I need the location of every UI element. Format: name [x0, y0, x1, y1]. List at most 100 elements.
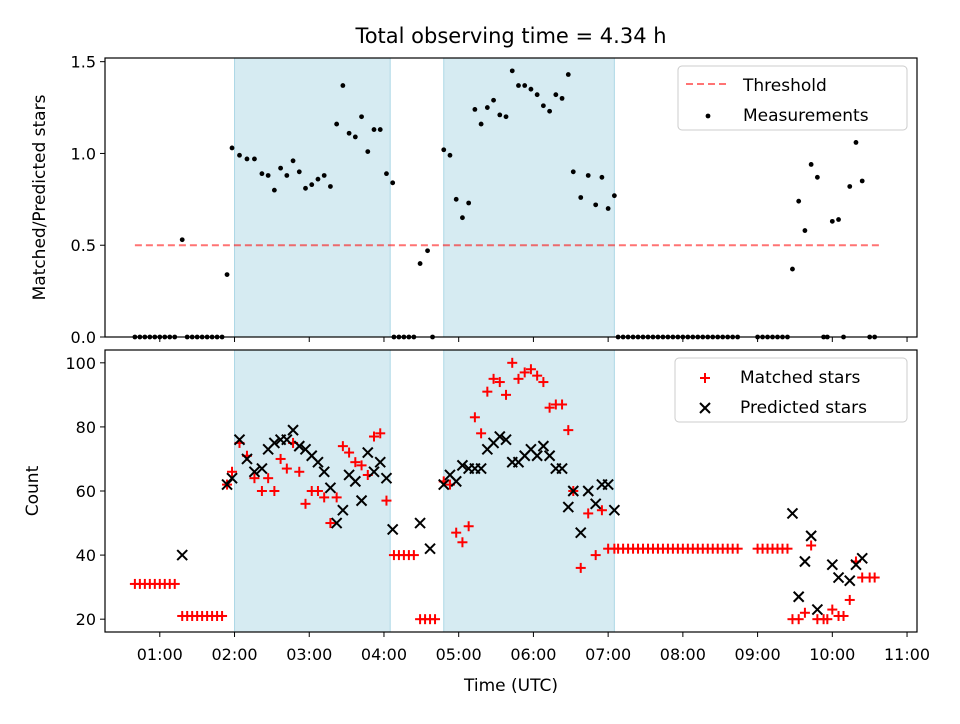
predicted-star-point: [221, 478, 233, 491]
x-stroke: [318, 466, 330, 478]
predicted-star-point: [337, 504, 349, 516]
predicted-star-point: [324, 482, 337, 494]
x-stroke: [221, 478, 233, 491]
matched-star-point: [269, 486, 280, 496]
x-stroke: [268, 437, 281, 449]
matched-star-point: [263, 473, 274, 484]
measurement-point: [790, 266, 795, 272]
measurement-point: [484, 105, 490, 110]
x-tick-label: 11:00: [884, 645, 930, 664]
predicted-star-point: [500, 434, 512, 446]
measurement-point: [836, 217, 841, 222]
predicted-star-point: [456, 459, 469, 472]
bottom-panel-counts: 20 40 60 80 100 01:00 02:00 03:00 04:00 05:00 06:0…: [23, 349, 930, 696]
matched-star-point: [294, 466, 305, 477]
predicted-star-point: [844, 575, 856, 587]
measurement-point: [265, 173, 271, 178]
matched-star-point: [227, 466, 238, 477]
measurement-point: [237, 152, 242, 158]
matched-star-point: [732, 543, 743, 554]
measurement-point: [516, 83, 521, 88]
matched-star-point: [563, 425, 574, 436]
x-stroke: [355, 494, 368, 507]
x-stroke: [856, 552, 868, 565]
measurement-point: [829, 218, 835, 224]
matched-star-point: [488, 373, 499, 384]
predicted-star-point: [330, 517, 343, 529]
matched-star-point: [169, 578, 180, 589]
x-stroke: [582, 485, 594, 497]
x-tick-label: 10:00: [809, 645, 855, 664]
measurement-point: [472, 106, 478, 112]
measurement-point: [570, 169, 576, 175]
predicted-star-point: [248, 466, 261, 478]
predicted-star-point: [575, 526, 587, 539]
x-stroke: [287, 424, 299, 436]
x-tick-label: 03:00: [286, 645, 332, 664]
matched-star-point: [356, 460, 367, 471]
measurement-point: [321, 173, 327, 178]
x-stroke: [312, 456, 324, 468]
measurement-point: [585, 173, 591, 178]
x-stroke: [293, 440, 305, 452]
predicted-star-point: [268, 437, 281, 449]
matched-star-point: [782, 543, 793, 554]
matched-star-point: [513, 373, 524, 384]
measurement-point: [466, 200, 472, 206]
matched-star-point: [331, 492, 342, 503]
matched-star-point: [300, 498, 311, 509]
x-stroke: [602, 478, 614, 491]
measurement-point: [352, 134, 358, 140]
measurement-point: [522, 83, 528, 88]
measurement-point: [605, 206, 611, 211]
matched-star-point: [793, 614, 804, 625]
predicted-star-point: [786, 507, 799, 520]
y-axis-label: Matched/Predicted stars: [30, 94, 50, 300]
measurement-point: [534, 92, 540, 98]
measurement-point: [290, 158, 296, 164]
predicted-star-point: [602, 478, 614, 491]
matched-star-point: [583, 508, 594, 519]
x-stroke: [826, 558, 839, 571]
measurement-point: [491, 97, 496, 103]
predicted-star-point: [562, 501, 574, 513]
measurement-point: [796, 198, 802, 204]
measurement-point: [547, 108, 553, 114]
predicted-star-point: [438, 478, 450, 491]
predicted-star-point: [543, 450, 556, 462]
matched-star-point: [525, 364, 536, 375]
legend: Threshold Measurements: [677, 65, 908, 131]
measurement-point: [808, 162, 814, 167]
predicted-star-point: [531, 450, 543, 462]
measurement-point: [359, 114, 364, 120]
predicted-star-point: [494, 430, 506, 443]
observing-window-band: [443, 57, 615, 338]
predicted-star-point: [256, 462, 268, 475]
matched-star-point: [799, 607, 810, 618]
x-stroke: [424, 542, 436, 555]
predicted-star-point: [826, 558, 839, 571]
x-tick-label: 06:00: [510, 645, 556, 664]
predicted-star-point: [374, 456, 386, 468]
x-stroke: [562, 501, 574, 513]
matched-star-point: [281, 463, 292, 474]
predicted-star-point: [386, 523, 399, 536]
measurement-point: [559, 95, 565, 101]
y-tick-label: 40: [76, 546, 96, 565]
x-stroke: [233, 434, 246, 446]
x-stroke: [380, 472, 393, 484]
predicted-star-point: [537, 440, 550, 452]
measurement-point: [229, 145, 235, 151]
x-stroke: [281, 434, 293, 446]
matched-star-point: [822, 614, 833, 625]
x-stroke: [438, 478, 450, 491]
x-stroke: [368, 466, 380, 478]
x-tick-label: 09:00: [735, 645, 781, 664]
matched-star-point: [469, 412, 480, 423]
matched-star-point: [408, 550, 419, 561]
predicted-star-point: [589, 498, 602, 510]
matched-star-point: [312, 486, 323, 496]
measurement-point: [540, 103, 546, 109]
y-tick-label: 1.5: [71, 53, 96, 72]
predicted-star-point: [556, 462, 568, 475]
